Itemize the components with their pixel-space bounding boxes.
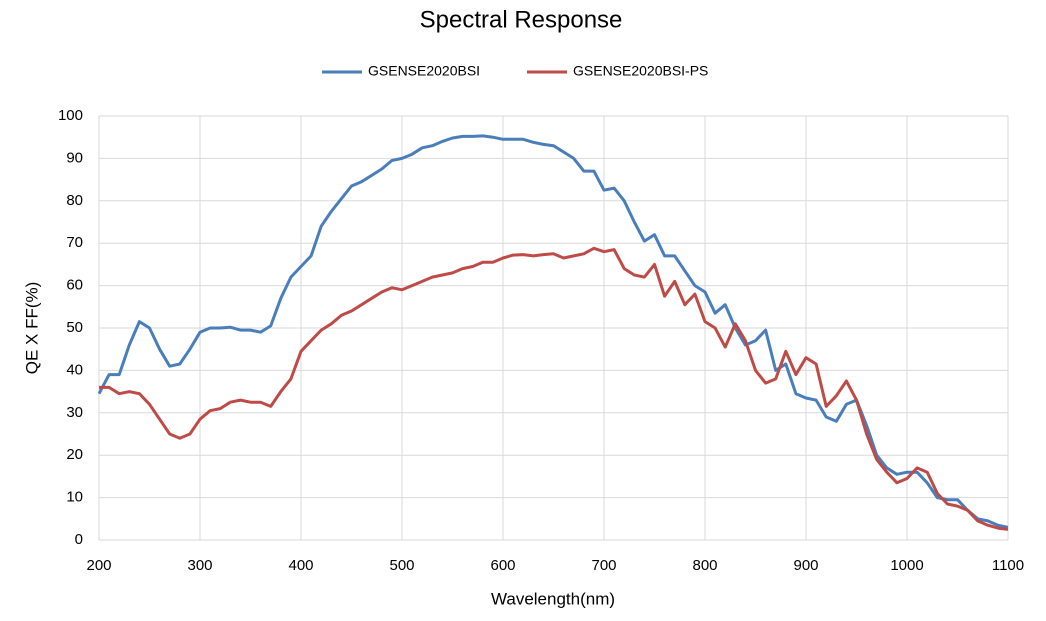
y-axis-label: QE X FF(%) [22,282,41,375]
y-tick-label: 0 [75,531,83,548]
x-tick-label: 300 [187,557,212,574]
legend-label: GSENSE2020BSI [368,63,480,79]
y-tick-label: 20 [66,446,83,463]
x-tick-label: 700 [591,557,616,574]
y-tick-label: 100 [58,107,83,124]
x-tick-label: 1100 [992,557,1024,574]
y-tick-label: 60 [66,277,83,294]
x-tick-label: 500 [389,557,414,574]
y-tick-label: 30 [66,404,83,421]
x-tick-label: 900 [793,557,818,574]
legend-label: GSENSE2020BSI-PS [573,63,708,79]
x-tick-label: 400 [288,557,313,574]
x-tick-label: 1000 [890,557,923,574]
y-tick-label: 90 [66,149,83,166]
y-tick-label: 80 [66,192,83,209]
x-tick-label: 200 [86,557,111,574]
x-axis-label: Wavelength(nm) [491,589,615,608]
x-tick-label: 800 [692,557,717,574]
y-tick-label: 50 [66,319,83,336]
y-tick-label: 40 [66,361,83,378]
x-tick-label: 600 [490,557,515,574]
data-line [97,134,1009,529]
data-line [99,246,1009,531]
y-tick-label: 10 [66,489,83,506]
chart-title: Spectral Response [420,6,623,33]
y-tick-label: 70 [66,234,83,251]
